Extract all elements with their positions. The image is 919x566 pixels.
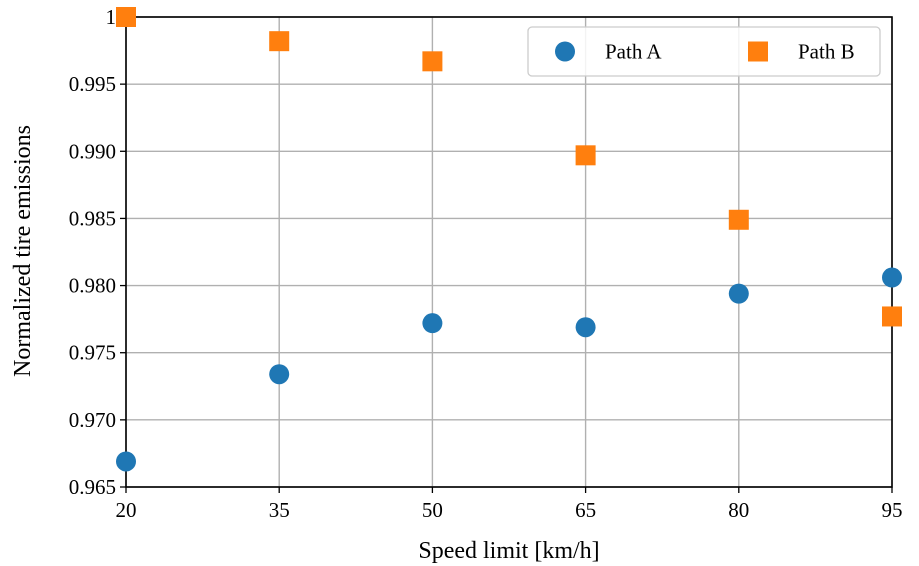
data-point-path-b — [882, 306, 902, 327]
y-tick-label: 1 — [106, 5, 117, 29]
x-tick-label: 20 — [116, 498, 137, 522]
x-tick-label: 35 — [269, 498, 290, 522]
data-points — [116, 7, 902, 472]
grid — [125, 16, 893, 488]
legend-marker-square — [748, 41, 768, 62]
data-point-path-b — [116, 7, 136, 27]
y-tick-label: 0.965 — [69, 475, 116, 499]
data-point-path-a — [422, 313, 443, 334]
data-point-path-a — [269, 364, 290, 385]
y-axis-title: Normalized tire emissions — [10, 125, 36, 377]
y-tick-label: 0.995 — [69, 72, 116, 96]
legend-box — [527, 26, 881, 77]
x-axis-title: Speed limit [km/h] — [418, 538, 599, 564]
data-point-path-b — [269, 31, 290, 52]
x-tick-label: 80 — [728, 498, 749, 522]
y-tick-label: 0.980 — [69, 274, 116, 298]
legend-marker-circle — [555, 41, 575, 62]
plot-frame — [125, 16, 893, 488]
data-point-path-b — [422, 51, 443, 72]
data-point-path-b — [575, 145, 596, 166]
legend: Path A Path B — [527, 26, 881, 77]
data-point-path-a — [575, 317, 596, 338]
x-tick-label: 50 — [422, 498, 443, 522]
x-tick-label: 65 — [575, 498, 596, 522]
x-tick-label: 95 — [882, 498, 903, 522]
data-point-path-a — [882, 267, 902, 288]
data-point-path-a — [728, 283, 749, 304]
y-tick-label: 0.990 — [69, 139, 116, 163]
y-tick-label: 0.975 — [69, 341, 116, 365]
y-tick-label: 0.985 — [69, 206, 116, 230]
axes: 20 35 50 65 80 95 0.965 0.970 0.975 0.980 0.985 0.9… — [69, 5, 903, 522]
y-tick-label: 0.970 — [69, 408, 116, 432]
legend-label: Path B — [798, 40, 855, 64]
data-point-path-b — [728, 209, 749, 230]
data-point-path-a — [116, 451, 136, 472]
legend-label: Path A — [605, 40, 662, 64]
